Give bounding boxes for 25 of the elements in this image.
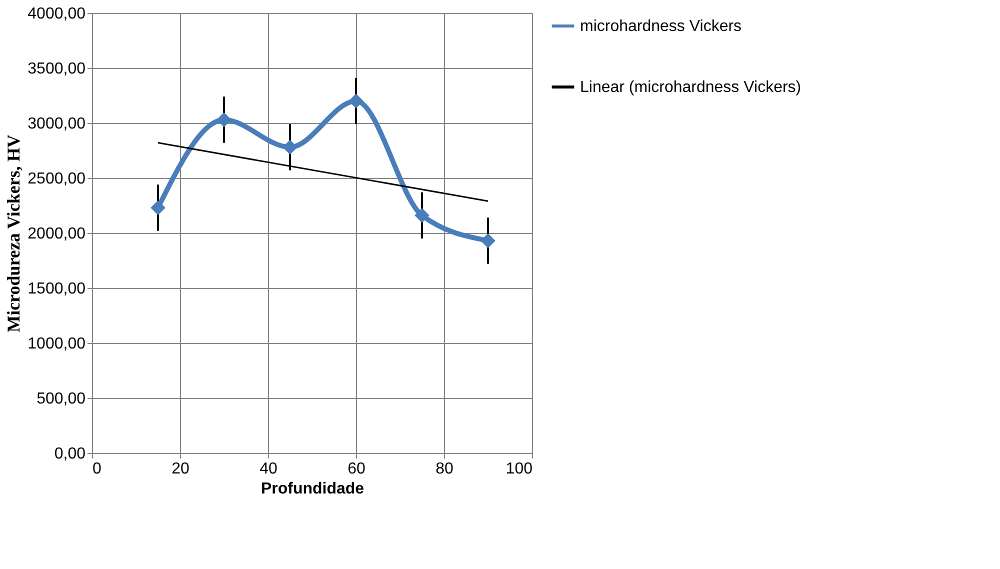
y-tick-label: 3500,00 (28, 60, 86, 78)
y-tick-label: 3000,00 (28, 116, 86, 132)
y-tick-label: 1500,00 (28, 280, 86, 298)
y-tick-label: 500,00 (36, 390, 86, 408)
point (282, 140, 298, 155)
y-tick-label: 4000,00 (28, 6, 86, 22)
y-tick-label: 2000,00 (28, 226, 86, 242)
x-tick-label: 40 (260, 460, 278, 478)
y-tick-label: 0,00 (54, 446, 86, 462)
legend-label: microhardness Vickers (580, 18, 742, 35)
point (414, 208, 430, 223)
legend-label: Linear (microhardness Vickers) (580, 79, 802, 96)
x-axis-title: Profundidade (260, 480, 364, 498)
point (348, 94, 364, 108)
y-axis-title: Microdureza Vickers, HV (4, 134, 24, 332)
x-tick-label: 80 (436, 460, 454, 478)
x-tick-label: 20 (172, 460, 190, 478)
y-tick-label: 1000,00 (28, 336, 86, 352)
point (480, 233, 496, 248)
point (216, 112, 232, 128)
x-tick-label: 60 (348, 460, 366, 478)
x-tick-label: 100 (506, 460, 533, 478)
x-tick-label: 0 (92, 460, 102, 478)
point (150, 200, 166, 216)
y-tick-label: 2500,00 (28, 170, 86, 188)
